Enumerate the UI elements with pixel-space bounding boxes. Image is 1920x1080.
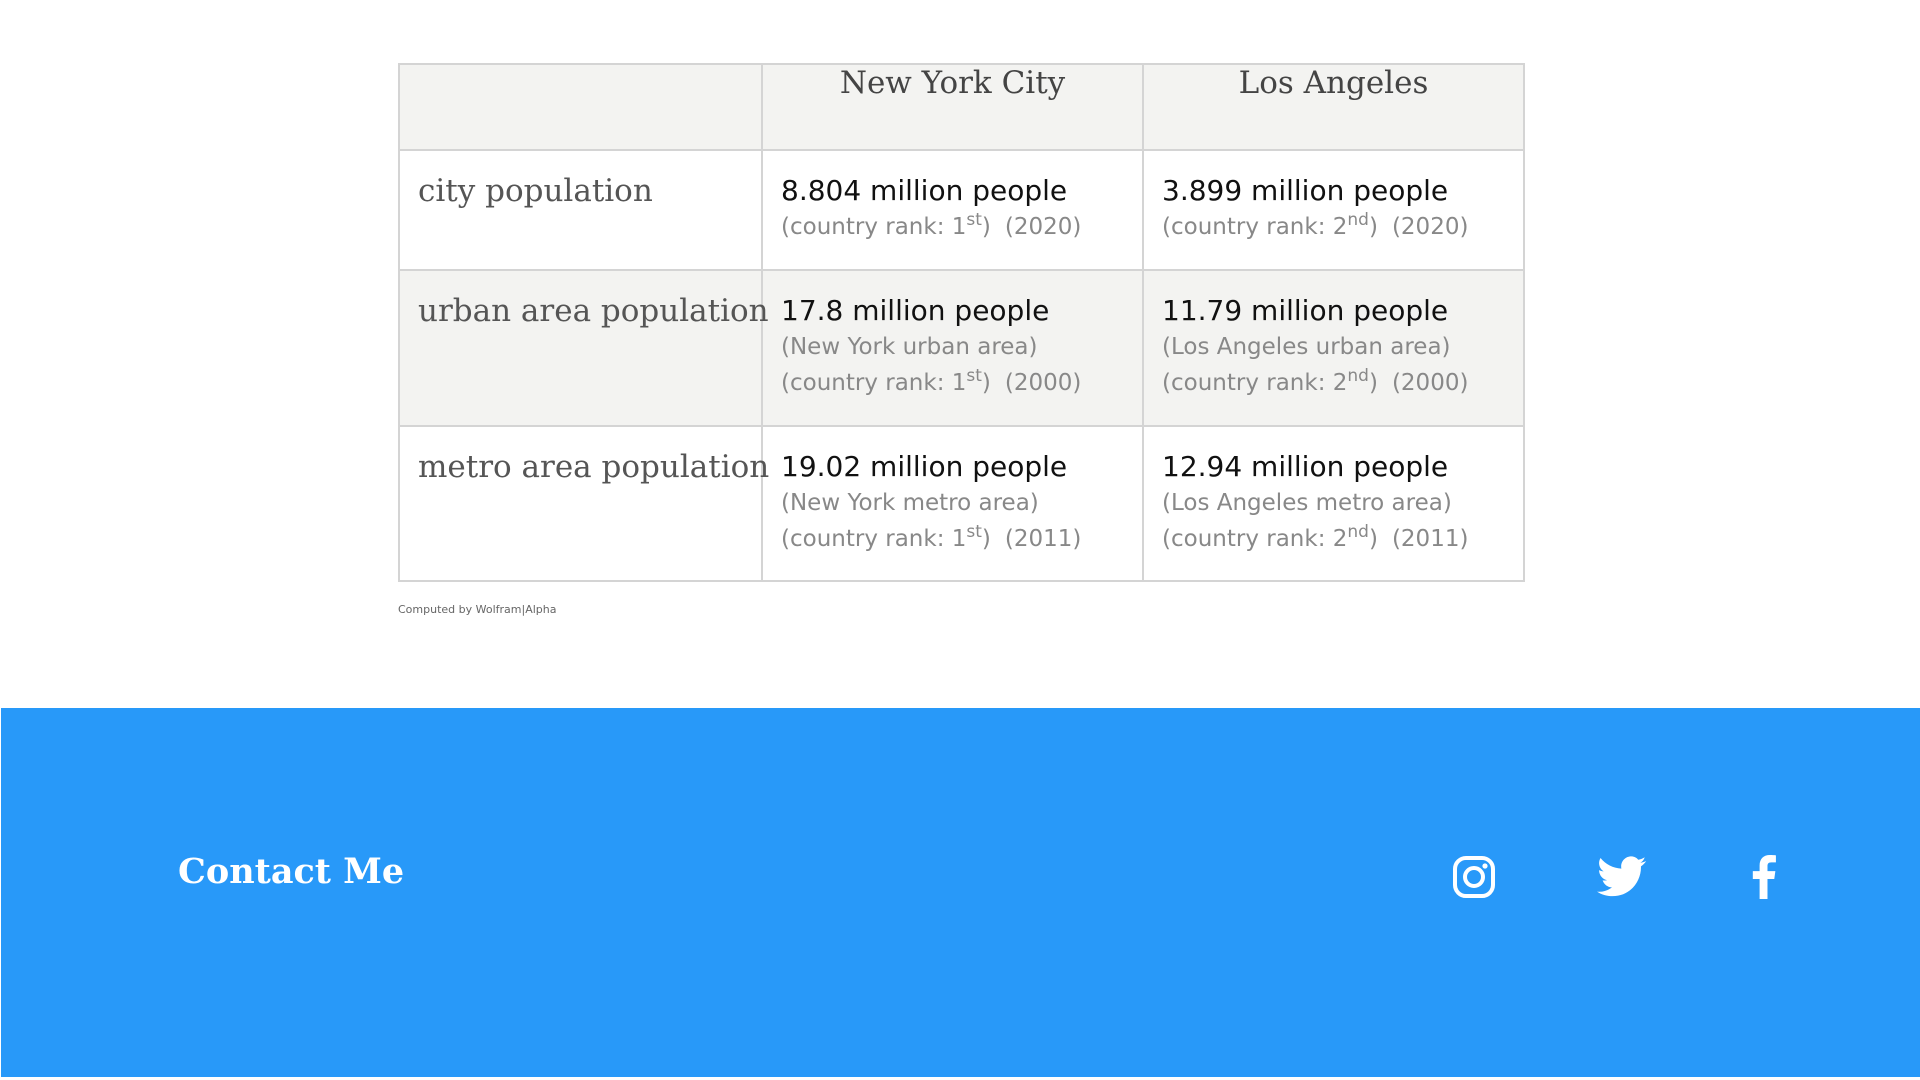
table-row: urban area population 17.8 million peopl…	[398, 269, 1525, 427]
twitter-icon	[1597, 856, 1647, 897]
row-label-metro-area-population: metro area population	[398, 425, 769, 582]
table-header-row: New York City Los Angeles	[398, 63, 1525, 151]
value-rank: (country rank: 1st) (2000)	[781, 366, 1082, 397]
header-empty	[398, 63, 763, 151]
cell-nyc-urban-population: 17.8 million people (New York urban area…	[761, 269, 1144, 427]
table-row: metro area population 19.02 million peop…	[398, 425, 1525, 582]
instagram-icon	[1453, 856, 1495, 898]
value-main: 8.804 million people	[781, 174, 1068, 207]
value-main: 17.8 million people	[781, 294, 1050, 327]
header-los-angeles: Los Angeles	[1142, 63, 1525, 151]
cell-la-city-population: 3.899 million people (country rank: 2nd)…	[1142, 149, 1525, 271]
value-rank: (country rank: 2nd) (2000)	[1162, 366, 1469, 397]
value-area: (Los Angeles urban area)	[1162, 334, 1451, 360]
value-area: (New York metro area)	[781, 490, 1039, 516]
value-rank: (country rank: 2nd) (2011)	[1162, 522, 1469, 553]
cell-nyc-city-population: 8.804 million people (country rank: 1st)…	[761, 149, 1144, 271]
footer: Contact Me	[1, 708, 1920, 1077]
row-label-city-population: city population	[398, 149, 763, 271]
value-rank: (country rank: 2nd) (2020)	[1162, 210, 1469, 241]
cell-nyc-metro-population: 19.02 million people (New York metro are…	[761, 425, 1144, 582]
cell-la-urban-population: 11.79 million people (Los Angeles urban …	[1142, 269, 1525, 427]
comparison-table: New York City Los Angeles city populatio…	[398, 63, 1525, 582]
cell-la-metro-population: 12.94 million people (Los Angeles metro …	[1142, 425, 1525, 582]
value-main: 3.899 million people	[1162, 174, 1449, 207]
value-area: (New York urban area)	[781, 334, 1038, 360]
row-label-urban-area-population: urban area population	[398, 269, 769, 427]
instagram-link[interactable]	[1449, 852, 1499, 902]
value-rank: (country rank: 1st) (2011)	[781, 522, 1082, 553]
contact-title: Contact Me	[178, 851, 405, 892]
facebook-icon	[1752, 855, 1776, 899]
twitter-link[interactable]	[1597, 852, 1647, 902]
table-row: city population 8.804 million people (co…	[398, 149, 1525, 271]
header-new-york-city: New York City	[761, 63, 1144, 151]
value-main: 11.79 million people	[1162, 294, 1449, 327]
value-main: 19.02 million people	[781, 450, 1068, 483]
value-area: (Los Angeles metro area)	[1162, 490, 1452, 516]
value-main: 12.94 million people	[1162, 450, 1449, 483]
value-rank: (country rank: 1st) (2020)	[781, 210, 1082, 241]
wolfram-attribution[interactable]: Computed by Wolfram|Alpha	[398, 603, 557, 616]
facebook-link[interactable]	[1739, 852, 1789, 902]
